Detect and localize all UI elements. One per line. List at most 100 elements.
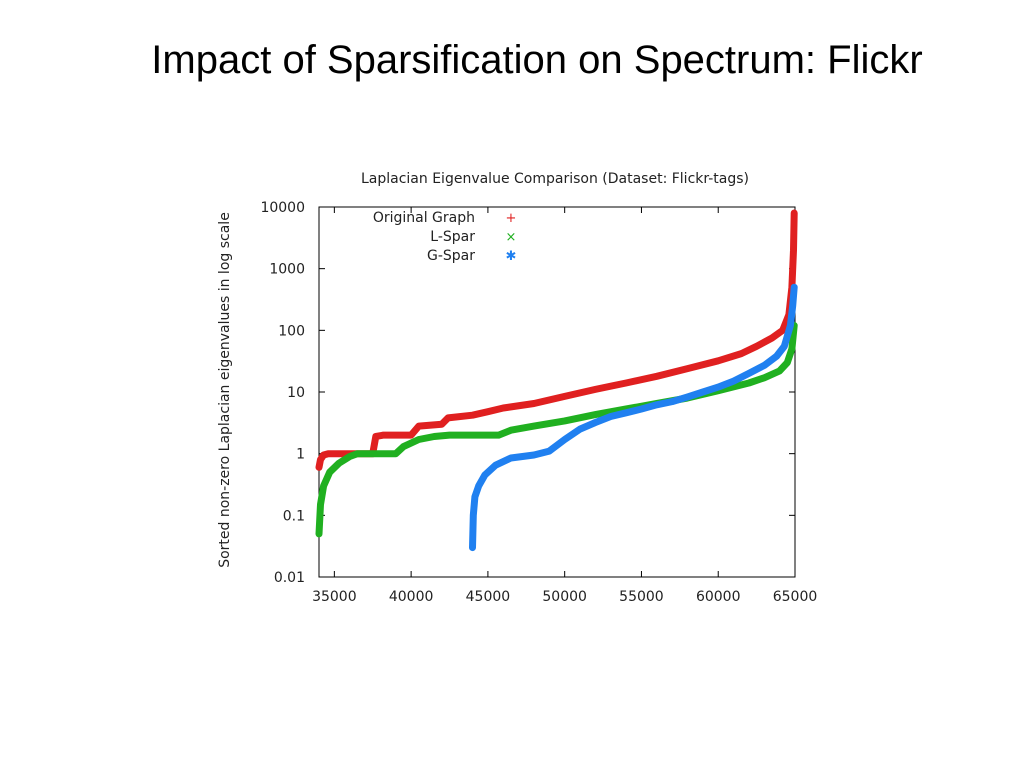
data-point [779, 327, 786, 334]
x-tick-label: 65000 [773, 589, 818, 605]
data-point [354, 450, 361, 457]
data-point [781, 343, 788, 350]
data-point [372, 433, 379, 440]
data-point [546, 448, 553, 455]
data-point [768, 335, 775, 342]
data-point [745, 370, 752, 377]
data-point [316, 530, 322, 537]
data-point [415, 423, 422, 430]
data-point [653, 373, 660, 380]
y-axis-label: Sorted non-zero Laplacian eigenvalues in… [217, 212, 233, 568]
data-point [335, 460, 342, 467]
x-tick-label: 35000 [312, 589, 357, 605]
data-point [500, 405, 507, 412]
data-point [577, 426, 584, 433]
data-point [715, 357, 722, 364]
series-line-1 [315, 209, 798, 471]
data-point [607, 413, 614, 420]
data-point [469, 544, 476, 551]
y-tick-label: 10000 [260, 200, 305, 216]
data-point [325, 450, 332, 457]
data-point [788, 345, 795, 352]
data-point [317, 501, 324, 508]
chart-title: Laplacian Eigenvalue Comparison (Dataset… [361, 171, 749, 187]
data-point [470, 512, 477, 519]
data-point [789, 302, 796, 309]
data-point [653, 401, 660, 408]
data-point [475, 482, 482, 489]
data-point [738, 350, 745, 357]
data-point [446, 432, 453, 439]
data-point [561, 417, 568, 424]
data-point [326, 469, 333, 476]
legend-label: G-Spar [427, 248, 475, 264]
data-point [761, 362, 768, 369]
data-point [320, 452, 327, 459]
data-point [623, 409, 630, 416]
data-point [481, 472, 488, 479]
slide-title: Impact of Sparsification on Spectrum: Fl… [151, 38, 923, 82]
x-tick-label: 40000 [389, 589, 434, 605]
x-tick-label: 60000 [696, 589, 741, 605]
data-point [561, 393, 568, 400]
data-point [773, 353, 780, 360]
legend-marker: + [506, 211, 517, 226]
data-point [699, 389, 706, 395]
data-point [380, 432, 387, 439]
x-tick-label: 55000 [619, 589, 664, 605]
data-point [400, 443, 407, 450]
data-point [438, 421, 445, 428]
data-point [745, 379, 752, 386]
data-point [669, 398, 676, 405]
y-tick-label: 0.01 [274, 570, 305, 586]
data-point [715, 384, 722, 391]
data-point [484, 408, 491, 415]
data-point [469, 412, 476, 419]
tick-label-layer: 35000 40000 45000 50000 55000 60000 65000 0.01 0… [260, 200, 817, 605]
data-point [761, 374, 768, 381]
data-point [408, 432, 415, 439]
data-point [530, 423, 537, 430]
data-point [784, 359, 791, 366]
data-point [787, 322, 794, 329]
data-point [684, 365, 691, 372]
y-tick-label: 0.1 [283, 508, 305, 524]
legend: Original Graph + L-Spar × G-Spar ✱ [373, 210, 517, 264]
data-point [320, 482, 327, 489]
data-point [791, 209, 798, 216]
data-point [530, 400, 537, 407]
y-tick-label: 1 [296, 447, 305, 463]
data-point [684, 393, 691, 400]
x-tick-label: 50000 [542, 589, 587, 605]
data-point [471, 493, 478, 500]
data-point [346, 453, 353, 460]
legend-marker: × [506, 230, 517, 245]
data-point [317, 456, 324, 463]
data-point [592, 419, 599, 426]
series-line-3 [469, 283, 798, 552]
data-point [623, 379, 630, 386]
data-point [561, 436, 568, 443]
y-tick-label: 100 [278, 323, 305, 339]
data-point [431, 433, 438, 440]
data-point [592, 411, 599, 418]
data-point [638, 406, 645, 413]
legend-label: L-Spar [430, 229, 475, 245]
x-tick-label: 45000 [466, 589, 511, 605]
legend-marker: ✱ [506, 249, 517, 264]
data-point [753, 343, 760, 350]
data-series-layer [315, 209, 798, 552]
data-point [415, 436, 422, 443]
data-point [791, 284, 798, 291]
data-point [492, 462, 499, 469]
data-point [444, 414, 451, 421]
data-point [592, 386, 599, 393]
data-point [392, 450, 399, 457]
y-tick-label: 10 [287, 385, 305, 401]
legend-label: Original Graph [373, 210, 475, 226]
data-point [776, 367, 783, 374]
data-point [507, 427, 514, 434]
y-tick-label: 1000 [269, 262, 305, 278]
data-point [316, 464, 322, 471]
